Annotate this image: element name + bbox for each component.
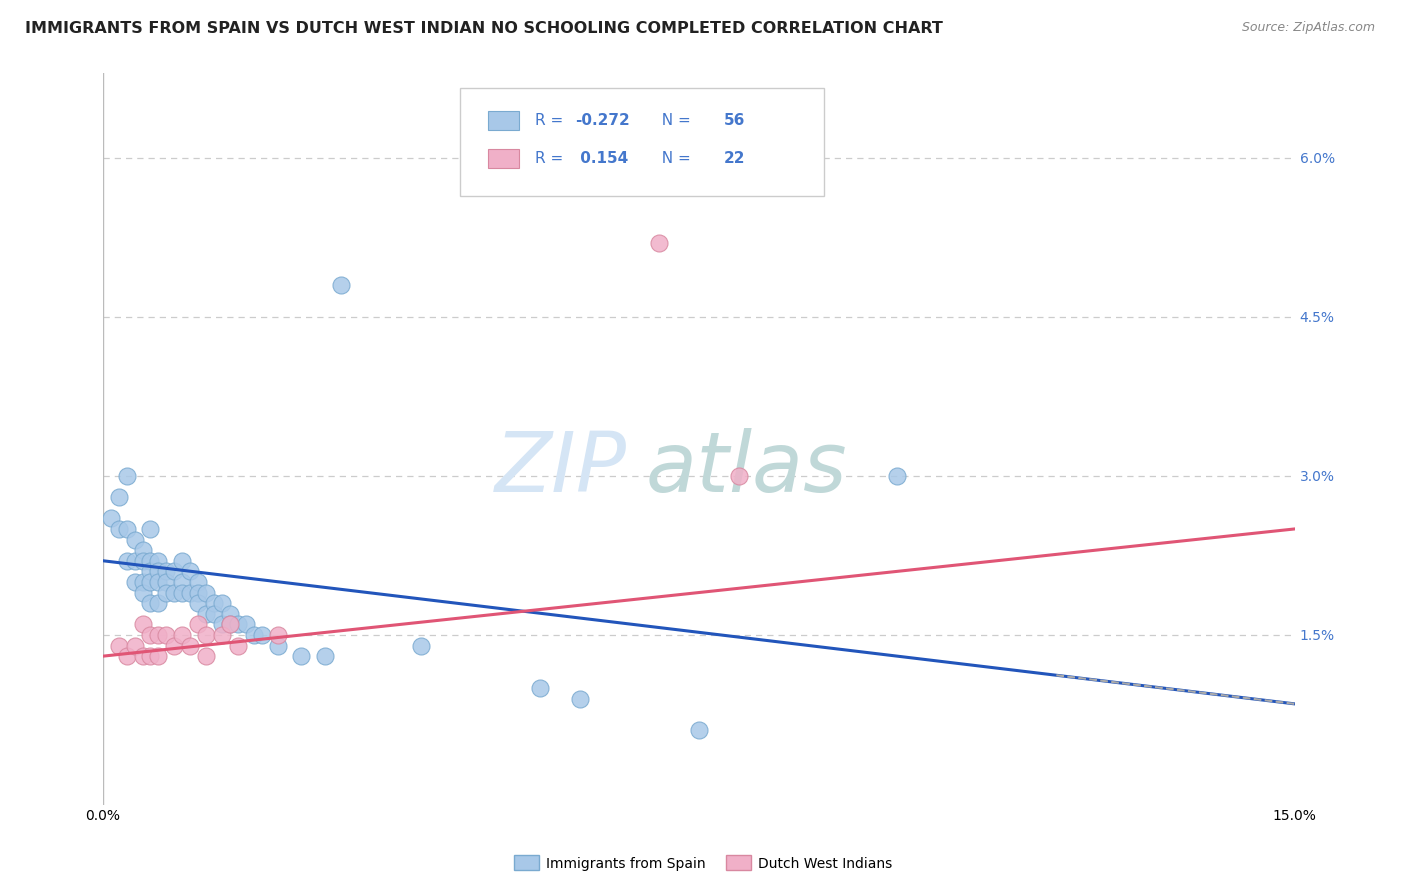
Point [155, 628, 177, 642]
Point [243, 628, 266, 642]
Point [131, 574, 153, 589]
Point [179, 585, 201, 599]
Point [139, 596, 162, 610]
Text: 22: 22 [724, 151, 745, 166]
Point [139, 649, 162, 664]
Point [124, 554, 146, 568]
Point [172, 585, 194, 599]
Text: R =: R = [536, 113, 568, 128]
Point [131, 585, 153, 599]
Point [211, 628, 233, 642]
Point [115, 649, 138, 664]
Point [107, 639, 129, 653]
Point [124, 533, 146, 547]
Point [115, 554, 138, 568]
Point [115, 469, 138, 483]
Point [148, 649, 170, 664]
FancyBboxPatch shape [460, 87, 824, 196]
Point [139, 522, 162, 536]
Point [163, 565, 186, 579]
Text: N =: N = [652, 113, 696, 128]
Point [124, 574, 146, 589]
Point [211, 617, 233, 632]
Point [115, 522, 138, 536]
Text: N =: N = [652, 151, 696, 166]
Text: 56: 56 [724, 113, 745, 128]
Point [107, 490, 129, 504]
Point [195, 628, 218, 642]
Point [131, 649, 153, 664]
Point [148, 554, 170, 568]
Text: atlas: atlas [645, 427, 846, 508]
Point [139, 565, 162, 579]
Point [163, 639, 186, 653]
Point [235, 617, 257, 632]
Point [202, 607, 225, 621]
Point [211, 596, 233, 610]
Point [148, 596, 170, 610]
Point [226, 639, 249, 653]
Point [172, 628, 194, 642]
Point [727, 469, 749, 483]
Point [187, 585, 209, 599]
Point [266, 628, 288, 642]
Point [195, 585, 218, 599]
Point [219, 607, 242, 621]
Point [100, 511, 122, 525]
Point [195, 649, 218, 664]
FancyBboxPatch shape [488, 149, 519, 168]
Point [172, 554, 194, 568]
Point [409, 639, 432, 653]
Point [139, 554, 162, 568]
Point [155, 565, 177, 579]
Point [163, 585, 186, 599]
Point [179, 639, 201, 653]
Point [124, 639, 146, 653]
Point [155, 585, 177, 599]
Text: IMMIGRANTS FROM SPAIN VS DUTCH WEST INDIAN NO SCHOOLING COMPLETED CORRELATION CH: IMMIGRANTS FROM SPAIN VS DUTCH WEST INDI… [25, 21, 943, 37]
Point [131, 543, 153, 558]
Point [148, 574, 170, 589]
Point [202, 596, 225, 610]
Legend: Immigrants from Spain, Dutch West Indians: Immigrants from Spain, Dutch West Indian… [508, 850, 898, 876]
FancyBboxPatch shape [488, 111, 519, 130]
Point [314, 649, 336, 664]
Point [250, 628, 273, 642]
Point [219, 617, 242, 632]
Point [131, 554, 153, 568]
Point [290, 649, 312, 664]
Point [688, 723, 710, 738]
Point [226, 617, 249, 632]
Point [330, 278, 353, 293]
Point [266, 639, 288, 653]
Point [219, 617, 242, 632]
Point [187, 617, 209, 632]
Point [529, 681, 551, 695]
Point [155, 574, 177, 589]
Point [886, 469, 908, 483]
Text: -0.272: -0.272 [575, 113, 630, 128]
Point [187, 596, 209, 610]
Point [139, 628, 162, 642]
Text: R =: R = [536, 151, 568, 166]
Point [131, 617, 153, 632]
Point [172, 574, 194, 589]
Text: 0.154: 0.154 [575, 151, 628, 166]
Point [107, 522, 129, 536]
Point [148, 628, 170, 642]
Point [148, 565, 170, 579]
Point [568, 691, 591, 706]
Point [195, 607, 218, 621]
Text: Source: ZipAtlas.com: Source: ZipAtlas.com [1241, 21, 1375, 35]
Text: ZIP: ZIP [495, 427, 627, 508]
Point [179, 565, 201, 579]
Point [139, 574, 162, 589]
Point [187, 574, 209, 589]
Point [648, 235, 671, 250]
